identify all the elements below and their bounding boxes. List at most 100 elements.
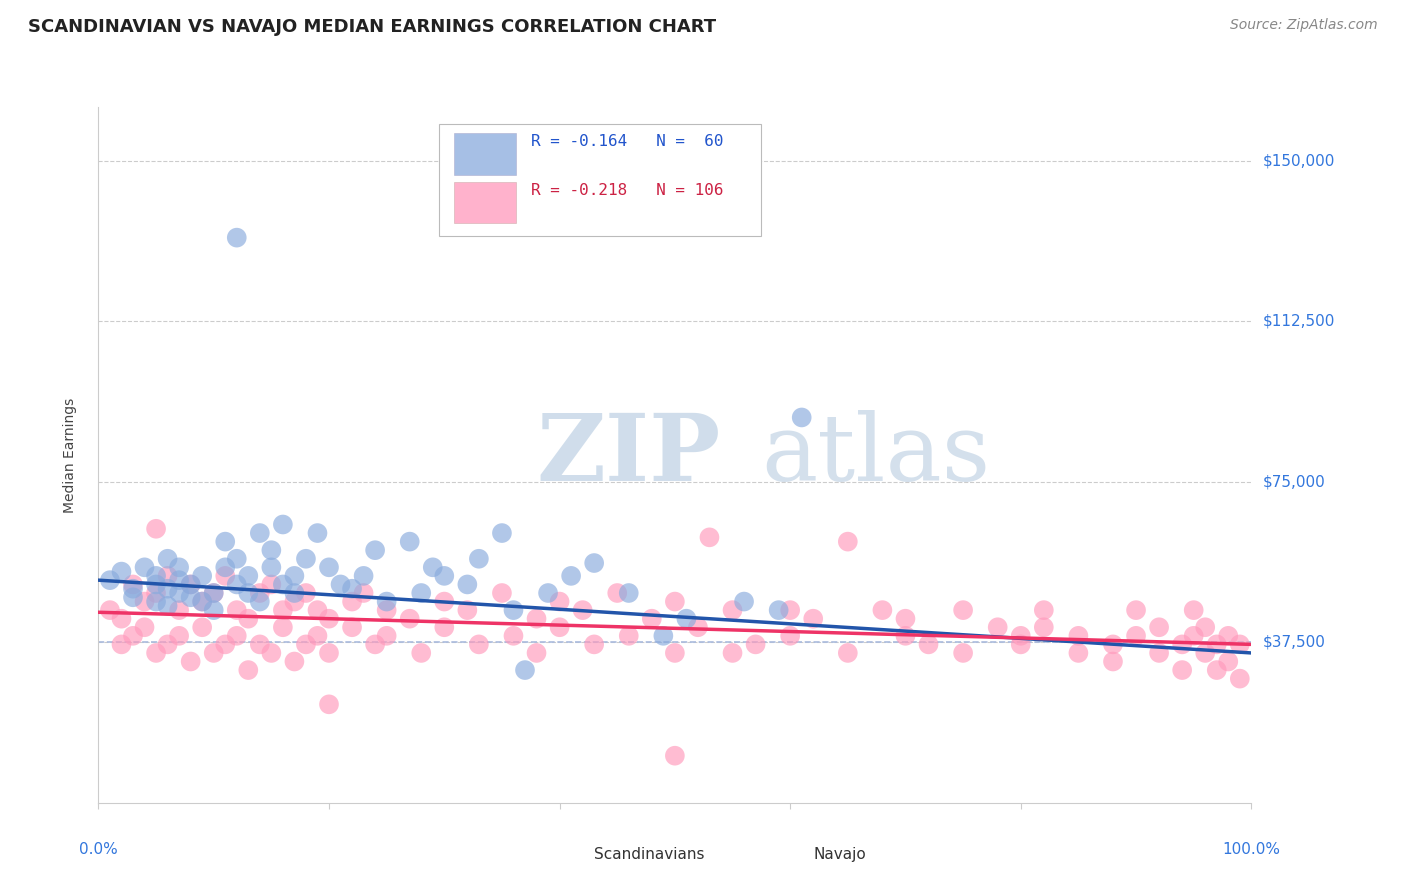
Point xyxy=(1194,620,1216,634)
Point xyxy=(375,594,398,608)
Point xyxy=(307,603,329,617)
Point xyxy=(641,612,664,626)
Point xyxy=(98,573,121,587)
Point xyxy=(134,594,156,608)
Point xyxy=(180,577,202,591)
FancyBboxPatch shape xyxy=(754,839,804,871)
Point xyxy=(779,603,801,617)
Point xyxy=(156,551,179,566)
FancyBboxPatch shape xyxy=(454,182,516,223)
Point xyxy=(502,603,524,617)
Point xyxy=(1171,637,1194,651)
FancyBboxPatch shape xyxy=(454,134,516,175)
Point xyxy=(513,663,536,677)
Point xyxy=(202,603,225,617)
Text: Scandinavians: Scandinavians xyxy=(595,847,704,863)
Point xyxy=(238,663,260,677)
Point xyxy=(145,646,167,660)
Point xyxy=(790,410,813,425)
Point xyxy=(249,637,271,651)
Point xyxy=(110,637,132,651)
FancyBboxPatch shape xyxy=(534,839,585,871)
Point xyxy=(167,560,190,574)
Point xyxy=(202,646,225,660)
Point xyxy=(364,637,387,651)
Point xyxy=(238,586,260,600)
Point xyxy=(894,612,917,626)
Point xyxy=(1147,620,1170,634)
Point xyxy=(1067,629,1090,643)
Point xyxy=(952,603,974,617)
Text: Source: ZipAtlas.com: Source: ZipAtlas.com xyxy=(1230,18,1378,32)
Point xyxy=(98,603,121,617)
Point xyxy=(398,534,420,549)
Point xyxy=(283,594,305,608)
Text: $75,000: $75,000 xyxy=(1263,475,1326,489)
Point xyxy=(238,612,260,626)
Point xyxy=(652,629,675,643)
Point xyxy=(1032,620,1054,634)
Point xyxy=(1032,603,1054,617)
Point xyxy=(468,637,491,651)
Point xyxy=(202,586,225,600)
Point xyxy=(721,646,744,660)
Point xyxy=(733,594,755,608)
Point xyxy=(134,560,156,574)
Point xyxy=(225,551,247,566)
Point xyxy=(122,577,145,591)
Point xyxy=(202,586,225,600)
Point xyxy=(411,646,433,660)
Point xyxy=(271,517,294,532)
Point xyxy=(502,629,524,643)
Point xyxy=(1125,603,1147,617)
Point xyxy=(537,586,560,600)
Point xyxy=(686,620,709,634)
Point xyxy=(318,560,340,574)
Point xyxy=(156,582,179,596)
Point xyxy=(987,620,1010,634)
Point xyxy=(340,594,363,608)
Point xyxy=(560,569,582,583)
Point xyxy=(606,586,628,600)
Point xyxy=(364,543,387,558)
Point xyxy=(1010,637,1032,651)
Point xyxy=(271,620,294,634)
Point xyxy=(283,569,305,583)
Text: ZIP: ZIP xyxy=(537,410,721,500)
Point xyxy=(110,565,132,579)
Point xyxy=(744,637,766,651)
Point xyxy=(156,569,179,583)
Point xyxy=(721,603,744,617)
Point xyxy=(180,591,202,605)
Point xyxy=(191,569,214,583)
Point xyxy=(456,577,478,591)
Text: SCANDINAVIAN VS NAVAJO MEDIAN EARNINGS CORRELATION CHART: SCANDINAVIAN VS NAVAJO MEDIAN EARNINGS C… xyxy=(28,18,716,36)
Point xyxy=(433,569,456,583)
Text: 0.0%: 0.0% xyxy=(79,842,118,856)
Point xyxy=(664,646,686,660)
Point xyxy=(340,620,363,634)
FancyBboxPatch shape xyxy=(439,124,762,235)
Point xyxy=(295,586,318,600)
Point xyxy=(167,586,190,600)
Point xyxy=(353,569,375,583)
Point xyxy=(260,560,283,574)
Point xyxy=(617,629,640,643)
Text: $150,000: $150,000 xyxy=(1263,153,1334,168)
Point xyxy=(307,629,329,643)
Point xyxy=(1205,637,1227,651)
Point xyxy=(249,526,271,541)
Point xyxy=(768,603,790,617)
Point xyxy=(307,526,329,541)
Point xyxy=(664,594,686,608)
Point xyxy=(548,594,571,608)
Point xyxy=(468,551,491,566)
Point xyxy=(411,586,433,600)
Point xyxy=(1194,646,1216,660)
Point xyxy=(1147,646,1170,660)
Point xyxy=(167,573,190,587)
Point xyxy=(191,594,214,608)
Point xyxy=(1182,629,1205,643)
Point xyxy=(353,586,375,600)
Point xyxy=(134,620,156,634)
